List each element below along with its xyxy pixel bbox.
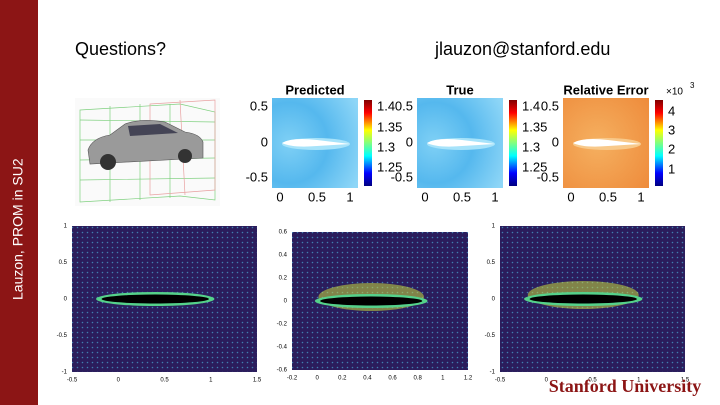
y-tick-label: 0.5 (487, 260, 496, 266)
x-tick-label: 1.5 (681, 378, 690, 384)
x-tick-label: 1 (637, 189, 644, 204)
airfoil-core (320, 296, 423, 306)
y-tick-label: -0.5 (537, 169, 559, 184)
x-tick-label: 0 (545, 378, 549, 384)
x-tick-label: 1 (491, 189, 498, 204)
x-tick-label: 0.4 (363, 376, 372, 382)
x-tick-label: -0.2 (287, 376, 298, 382)
x-tick-label: 1 (209, 378, 213, 384)
x-tick-label: 0.2 (338, 376, 347, 382)
x-tick-label: 0.5 (588, 378, 597, 384)
y-tick-label: 0.5 (395, 98, 413, 113)
x-tick-label: 0 (567, 189, 574, 204)
y-tick-label: 0.4 (279, 253, 288, 259)
y-tick-label: -0.5 (246, 169, 268, 184)
airfoil-core (529, 294, 637, 304)
x-tick-label: 1.5 (253, 378, 262, 384)
y-tick-label: 1 (492, 224, 496, 230)
airfoil-core (101, 294, 209, 304)
y-tick-label: -0.6 (277, 368, 288, 374)
colorbar-label: 1.4 (522, 98, 540, 113)
car-image (75, 98, 220, 206)
x-tick-label: 1.2 (464, 376, 473, 382)
x-tick-label: 0 (421, 189, 428, 204)
heading: Questions? (75, 39, 166, 59)
colorbar-label: 1.25 (377, 159, 402, 174)
x-tick-label: 0 (276, 189, 283, 204)
x-tick-label: 0.5 (599, 189, 617, 204)
email: jlauzon@stanford.edu (434, 39, 610, 59)
colorbar-label: 1.35 (522, 119, 547, 134)
y-tick-label: 0 (406, 134, 413, 149)
y-tick-label: -0.5 (391, 169, 413, 184)
colorbar-label: 1.3 (522, 139, 540, 154)
colorbar-label: 2 (668, 141, 675, 156)
x-tick-label: 1 (346, 189, 353, 204)
colorbar-label: 3 (668, 122, 675, 137)
x-tick-label: 0.5 (453, 189, 471, 204)
colorbar (364, 100, 372, 186)
y-tick-label: 0 (284, 299, 288, 305)
panel-title: True (446, 82, 473, 97)
airfoil (282, 139, 350, 147)
y-tick-label: 0.2 (279, 276, 288, 282)
x-tick-label: -0.5 (495, 378, 506, 384)
y-tick-label: 0.5 (250, 98, 268, 113)
y-tick-label: -0.5 (485, 333, 496, 339)
logo: Stanford University (549, 376, 702, 396)
y-tick-label: 0 (64, 297, 68, 303)
x-tick-label: 0 (117, 378, 121, 384)
y-tick-label: 0 (492, 297, 496, 303)
panel-title: Relative Error (563, 82, 648, 97)
colorbar-label: 1.35 (377, 119, 402, 134)
sidebar-text: Lauzon, PROM in SU2 (10, 158, 26, 300)
colorbar (509, 100, 517, 186)
airfoil (573, 139, 641, 147)
panel-title: Predicted (285, 82, 344, 97)
colorbar-label: 1.3 (377, 139, 395, 154)
x-tick-label: 1 (637, 378, 641, 384)
x-tick-label: 0.5 (160, 378, 169, 384)
colorbar (655, 100, 663, 186)
y-tick-label: -1 (490, 370, 496, 376)
y-tick-label: 0.6 (279, 230, 288, 236)
x-tick-label: 1 (441, 376, 445, 382)
y-tick-label: -0.2 (277, 322, 288, 328)
y-tick-label: 0 (552, 134, 559, 149)
y-tick-label: -0.5 (57, 333, 68, 339)
colorbar-label: 1.25 (522, 159, 547, 174)
colorbar-label: 1 (668, 161, 675, 176)
y-tick-label: -1 (62, 370, 68, 376)
x-tick-label: 0.6 (388, 376, 397, 382)
sidebar-band (0, 0, 38, 405)
colorbar-label: 1.4 (377, 98, 395, 113)
y-tick-label: 1 (64, 224, 68, 230)
x-tick-label: 0 (315, 376, 319, 382)
y-tick-label: -0.4 (277, 345, 288, 351)
x-tick-label: -0.5 (67, 378, 78, 384)
y-tick-label: 0 (261, 134, 268, 149)
exponent-power: 3 (690, 81, 695, 90)
airfoil (427, 139, 495, 147)
exponent: ×10 (666, 87, 683, 98)
x-tick-label: 0.8 (414, 376, 423, 382)
colorbar-label: 4 (668, 103, 675, 118)
y-tick-label: 0.5 (541, 98, 559, 113)
x-tick-label: 0.5 (308, 189, 326, 204)
y-tick-label: 0.5 (59, 260, 68, 266)
